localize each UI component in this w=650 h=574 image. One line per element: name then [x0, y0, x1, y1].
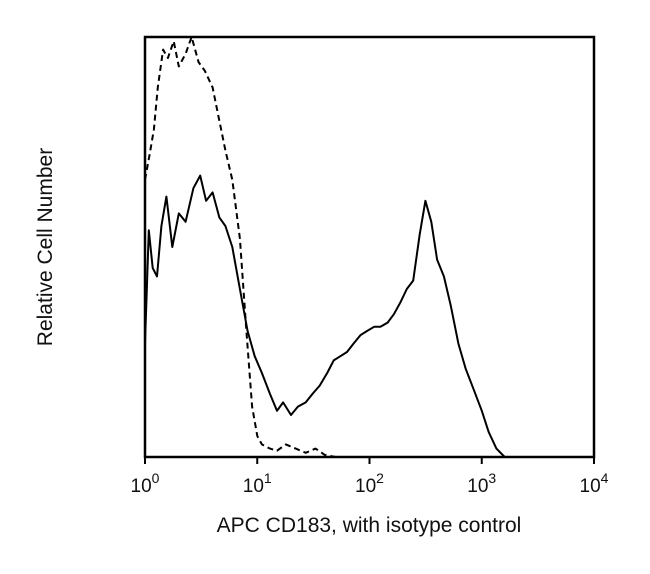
x-tick-label: 102: [355, 470, 384, 497]
y-axis-label: Relative Cell Number: [34, 148, 57, 346]
x-tick-label: 104: [580, 470, 609, 497]
x-axis-label: APC CD183, with isotype control: [217, 514, 522, 537]
plot-frame: [143, 35, 596, 459]
isotype-control-line: [144, 36, 336, 458]
x-tick-label: 101: [243, 470, 272, 497]
x-tick-label: 103: [467, 470, 496, 497]
x-axis-ticks: 100 101 102 103 104: [131, 457, 609, 497]
cd183-stained-line: [144, 174, 506, 458]
x-tick-label: 100: [131, 470, 160, 497]
plot-area: [144, 36, 506, 458]
